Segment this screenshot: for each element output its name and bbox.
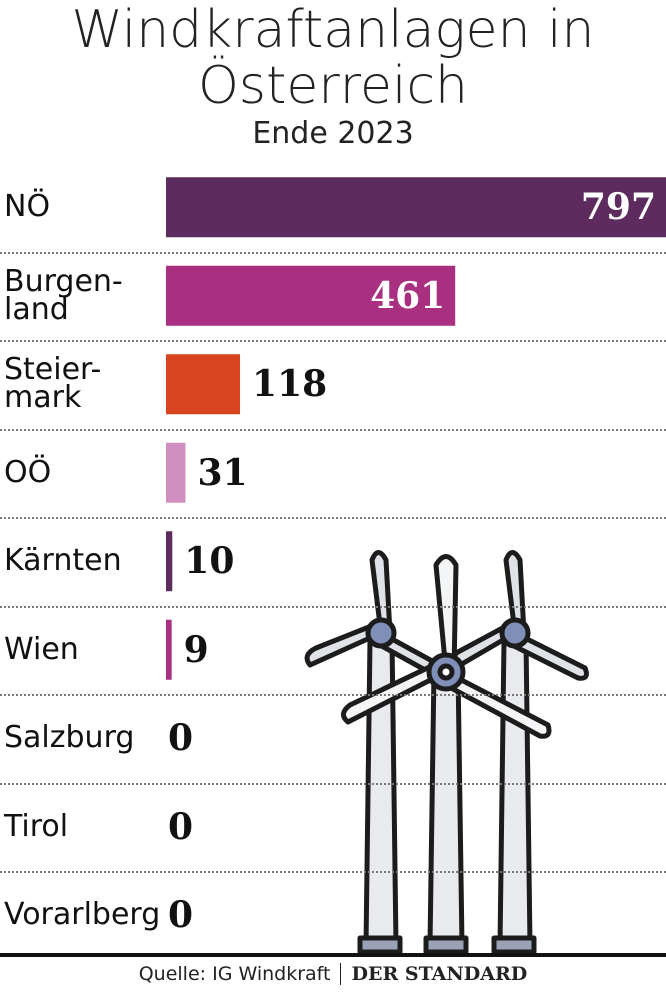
bar (166, 442, 186, 503)
wind-turbines-illustration (304, 550, 589, 955)
category-label: Salzburg (4, 720, 135, 756)
bar (166, 354, 241, 415)
bar (166, 265, 456, 326)
row-separator (0, 694, 666, 696)
bar (166, 619, 172, 680)
category-label: Kärnten (4, 543, 122, 579)
category-label: OÖ (4, 454, 52, 490)
chart-subtitle: Ende 2023 (252, 116, 414, 151)
bar (166, 177, 666, 238)
bar (166, 531, 173, 592)
row-separator (0, 428, 666, 431)
category-label: Vorarlberg (4, 897, 161, 933)
category-label: Steier- mark (4, 352, 102, 416)
row-separator (0, 251, 666, 254)
value-label: 461 (370, 274, 446, 317)
row-separator (0, 871, 666, 873)
category-label: Tirol (4, 808, 69, 844)
publisher: DER STANDARD (340, 963, 528, 985)
value-label: 0 (168, 805, 194, 848)
row-separator (0, 605, 666, 608)
category-label: NÖ (4, 189, 51, 225)
value-label: 118 (252, 363, 328, 406)
value-label: 797 (580, 186, 656, 229)
row-separator (0, 340, 666, 342)
value-label: 9 (183, 628, 209, 671)
value-label: 31 (197, 451, 248, 494)
source: Quelle: IG Windkraft (138, 963, 331, 985)
category-label: Wien (4, 631, 79, 667)
value-label: 10 (184, 540, 235, 583)
value-label: 0 (168, 717, 194, 760)
footer: Quelle: IG Windkraft DER STANDARD (0, 963, 666, 985)
value-label: 0 (168, 894, 194, 937)
row-separator (0, 517, 666, 519)
category-label: Burgen- land (4, 263, 123, 327)
row-separator (0, 782, 666, 785)
chart-title: Windkraftanlagen in Österreich (71, 0, 595, 116)
